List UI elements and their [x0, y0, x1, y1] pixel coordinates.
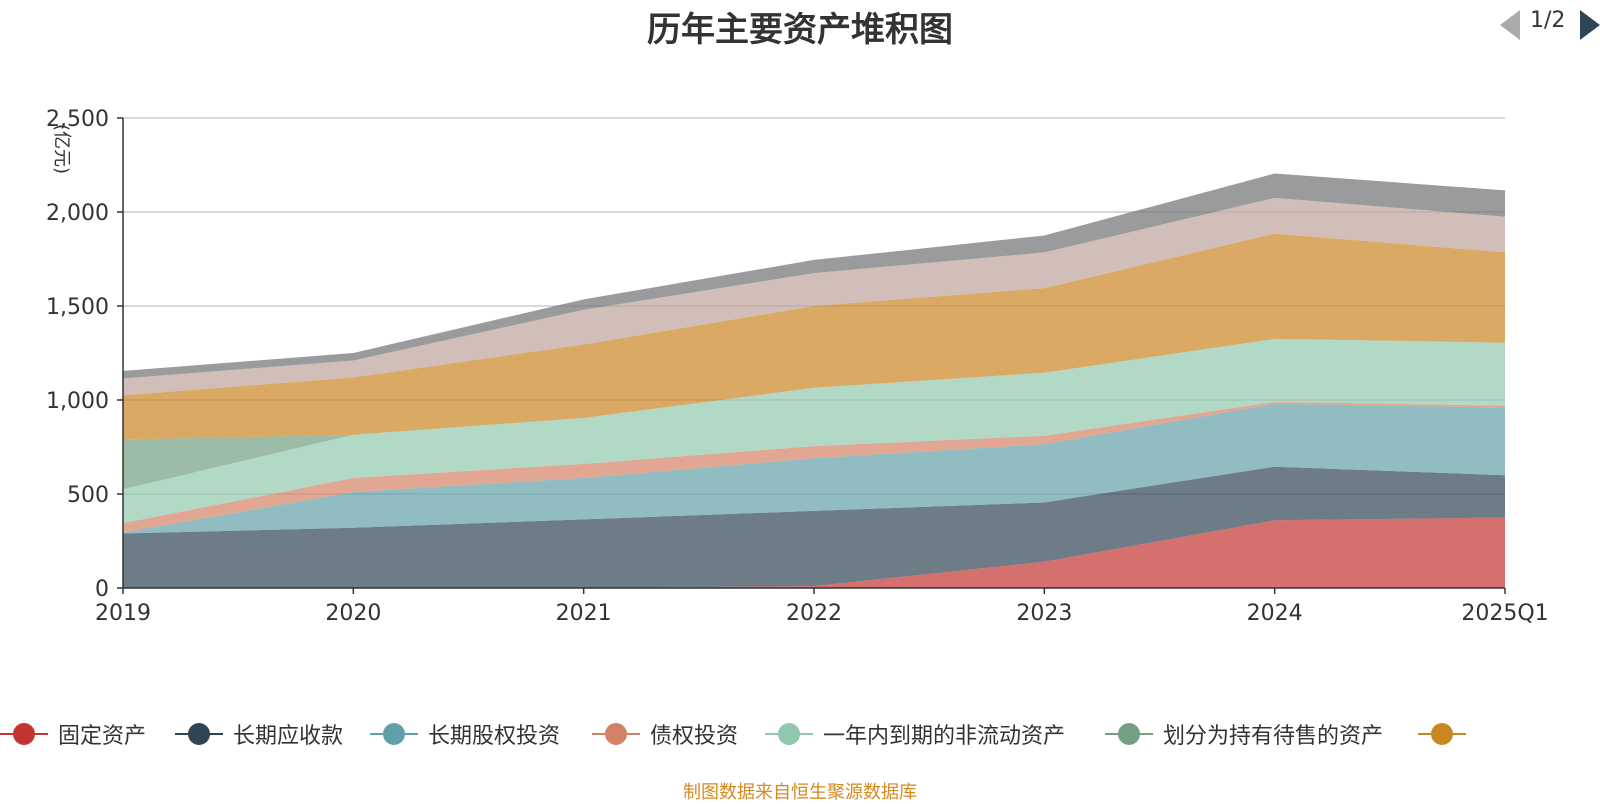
y-tick-label: 0	[95, 577, 109, 602]
area-series-2	[123, 466, 1505, 588]
legend-label: 一年内到期的非流动资产	[823, 724, 1066, 749]
x-tick-label: 2022	[786, 601, 842, 626]
legend-item[interactable]: 一年内到期的非流动资产	[765, 710, 1065, 758]
legend-marker-icon	[765, 710, 813, 758]
legend-item[interactable]: 划分为持有待售的资产	[1105, 710, 1383, 758]
area-series-8	[123, 197, 1505, 396]
legend-item[interactable]: 长期股权投资	[370, 710, 560, 758]
area-series-1	[123, 517, 1505, 588]
y-tick-label: 2,000	[46, 201, 109, 226]
axes: 0 500 1,000 1,500 2,000 2,500 2019 2020 2021 2022…	[46, 107, 1549, 626]
legend-prev-page-icon[interactable]	[1500, 10, 1520, 40]
legend-label: 债权投资	[650, 724, 739, 749]
legend-page-indicator: 1/2	[1530, 8, 1566, 33]
legend-marker-icon	[175, 710, 223, 758]
x-tick-label: 2020	[325, 601, 381, 626]
x-tick-label: 2024	[1247, 601, 1303, 626]
x-tick-label: 2019	[95, 601, 151, 626]
legend-item[interactable]: 固定资产	[0, 710, 146, 758]
area-series-3	[123, 403, 1505, 534]
legend: 固定资产 长期应收款 长期股权投资 债权投资 一年内到期的非流动资产 划分为持有待售的资产	[0, 710, 1600, 758]
data-source-note: 制图数据来自恒生聚源数据库	[683, 782, 917, 803]
legend-item[interactable]: 债权投资	[592, 710, 738, 758]
x-tick-label: 2021	[556, 601, 612, 626]
legend-marker-icon	[370, 710, 418, 758]
legend-item[interactable]	[1418, 710, 1466, 758]
legend-next-page-icon[interactable]	[1580, 10, 1600, 40]
area-series-7	[123, 233, 1505, 440]
legend-label: 长期应收款	[233, 724, 344, 749]
y-tick-label: 1,500	[46, 295, 109, 320]
y-tick-label: 2,500	[46, 107, 109, 132]
legend-marker-icon	[592, 710, 640, 758]
x-tick-label: 2023	[1016, 601, 1072, 626]
y-axis-unit-label: (亿元)	[51, 124, 72, 174]
chart-title: 历年主要资产堆积图	[647, 10, 953, 50]
y-tick-label: 500	[67, 483, 109, 508]
area-series-5	[123, 338, 1505, 524]
legend-marker-icon	[1418, 710, 1466, 758]
legend-label: 固定资产	[58, 724, 147, 749]
legend-label: 长期股权投资	[428, 724, 561, 749]
x-tick-label: 2025Q1	[1461, 601, 1548, 626]
legend-marker-icon	[1105, 710, 1153, 758]
stacked-areas	[123, 173, 1505, 588]
legend-label: 划分为持有待售的资产	[1163, 724, 1384, 749]
y-tick-label: 1,000	[46, 389, 109, 414]
legend-marker-icon	[0, 710, 48, 758]
area-series-9	[123, 173, 1505, 379]
legend-item[interactable]: 长期应收款	[175, 710, 343, 758]
